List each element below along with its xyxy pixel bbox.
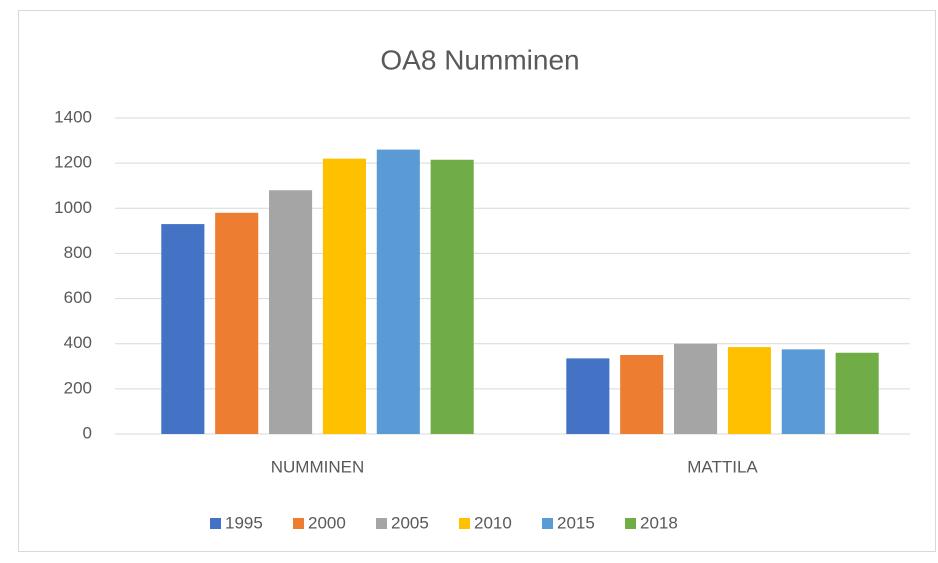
y-tick-label: 1000 [54, 198, 92, 217]
bar [269, 190, 313, 434]
legend-label: 1995 [225, 513, 263, 532]
bar [781, 349, 825, 434]
legend-swatch [459, 518, 470, 529]
chart-title: OA8 Numminen [380, 44, 579, 75]
bar [620, 355, 664, 434]
bar [674, 343, 718, 434]
legend-label: 2005 [391, 513, 429, 532]
y-tick-label: 800 [64, 243, 92, 262]
bar [566, 358, 610, 434]
legend-label: 2000 [308, 513, 346, 532]
chart-border [18, 10, 936, 552]
x-tick-label: MATTILA [687, 457, 758, 476]
y-tick-label: 600 [64, 288, 92, 307]
y-tick-label: 0 [83, 423, 92, 442]
bar [161, 224, 205, 434]
bar [835, 352, 879, 434]
bar [727, 347, 771, 434]
bar [215, 212, 259, 434]
bar [430, 159, 474, 434]
legend-swatch [210, 518, 221, 529]
bar [322, 158, 366, 434]
x-tick-label: NUMMINEN [271, 457, 365, 476]
legend-swatch [625, 518, 636, 529]
legend-swatch [376, 518, 387, 529]
legend-swatch [542, 518, 553, 529]
y-tick-label: 200 [64, 378, 92, 397]
legend-swatch [293, 518, 304, 529]
y-tick-label: 1400 [54, 107, 92, 126]
y-tick-label: 400 [64, 333, 92, 352]
legend-label: 2018 [640, 513, 678, 532]
legend-label: 2015 [557, 513, 595, 532]
legend-label: 2010 [474, 513, 512, 532]
bar [376, 149, 420, 434]
y-tick-label: 1200 [54, 153, 92, 172]
